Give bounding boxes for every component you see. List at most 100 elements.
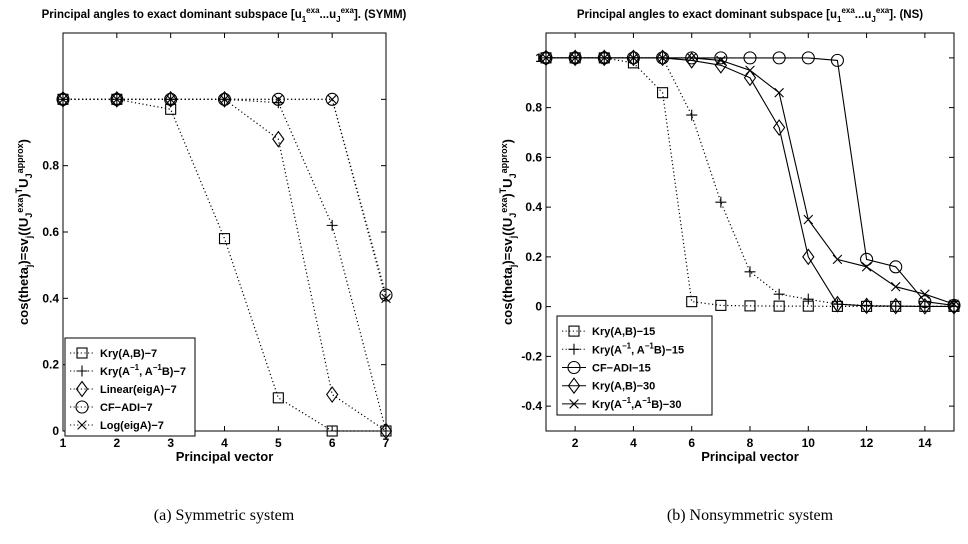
chart-panel-a: 1 2 3 4 5 6 7 0 0.2 0.4 0.6 0.8 Principal angles to … [14, 6, 407, 524]
data-point [920, 289, 930, 299]
y-axis-label: cos(thetaj)=svj((UJexa)TUJapprox) [14, 139, 34, 325]
data-point [889, 260, 903, 274]
data-point [772, 51, 786, 65]
data-point [830, 53, 844, 67]
data-point [744, 266, 756, 278]
series-line [546, 57, 954, 307]
data-point [218, 233, 231, 245]
data-point [110, 92, 124, 106]
x-tick-label: 6 [329, 436, 336, 450]
legend-marker [568, 343, 580, 355]
x-tick-label: 7 [383, 436, 390, 450]
x-tick-label: 4 [221, 436, 228, 450]
data-point [890, 281, 901, 292]
series-5 [541, 53, 959, 309]
data-point [715, 299, 727, 311]
data-point [918, 297, 932, 315]
data-point [745, 65, 755, 76]
data-point [379, 422, 393, 440]
data-point [379, 288, 393, 302]
y-tick-label: -0.2 [521, 349, 542, 363]
data-point [773, 300, 785, 312]
legend-marker [568, 325, 580, 337]
data-point [716, 55, 726, 66]
data-point [860, 297, 873, 315]
data-point [773, 288, 785, 300]
data-point [627, 49, 640, 67]
data-point [272, 392, 284, 404]
legend-item: Kry(A,B)−30 [562, 377, 655, 395]
data-point [743, 51, 757, 65]
x-axis-label: Principal vector [176, 449, 274, 464]
legend-item: Kry(A,B)−7 [70, 347, 157, 360]
x-tick-label: 10 [802, 436, 816, 450]
data-point [628, 53, 639, 63]
legend-marker [75, 380, 89, 398]
data-point [744, 300, 756, 312]
y-tick-label: 0.8 [525, 101, 542, 115]
legend-label: Kry(A−1, A−1B)−15 [592, 341, 684, 356]
data-point [380, 425, 392, 437]
legend: Kry(A,B)−15 Kry(A−1, A−1B)−15 CF−ADI−15 Kry… [556, 315, 713, 416]
legend-label: Linear(eigA)−7 [100, 384, 177, 396]
x-axis-label: Principal vector [701, 449, 799, 464]
legend-item: Kry(A−1, A−1B)−7 [70, 363, 186, 378]
data-point [219, 94, 230, 105]
data-point [110, 90, 124, 108]
data-point [326, 425, 338, 437]
x-tick-label: 12 [860, 436, 874, 450]
data-point [56, 90, 70, 108]
legend-label: Kry(A,B)−7 [100, 348, 157, 360]
data-point [164, 90, 177, 108]
x-tick-label: 4 [630, 436, 637, 450]
y-tick-label: 0.6 [525, 150, 542, 164]
series-5 [58, 94, 391, 304]
y-tick-label: 0.2 [525, 250, 542, 264]
legend-item: Kry(A−1, A−1B)−15 [562, 341, 684, 356]
data-point [539, 49, 553, 67]
data-point [803, 214, 814, 225]
data-point [273, 94, 284, 105]
data-point [218, 90, 231, 108]
legend-label: Log(eigA)−7 [100, 420, 164, 432]
data-point [889, 297, 902, 315]
data-point [802, 248, 815, 266]
x-tick-label: 8 [747, 436, 754, 450]
data-point [860, 252, 874, 266]
y-tick-label: 0.4 [525, 200, 542, 214]
data-point [686, 109, 698, 121]
y-tick-label: 1 [535, 51, 542, 65]
data-point [714, 56, 728, 74]
data-point [715, 196, 727, 208]
legend-label: Kry(A−1, A−1B)−7 [100, 363, 186, 378]
y-tick-label: 0.4 [42, 291, 59, 305]
data-point [714, 51, 728, 65]
data-point [801, 51, 815, 65]
y-tick-label: -0.4 [521, 399, 542, 413]
data-point [918, 295, 932, 309]
data-point [832, 254, 843, 265]
legend-marker [567, 377, 581, 395]
legend-label: Kry(A−1,A−1B)−30 [592, 396, 681, 411]
legend: Kry(A,B)−7 Kry(A−1, A−1B)−7 Linear(eigA)−7… [64, 337, 196, 437]
data-point [56, 92, 70, 106]
data-point [657, 87, 669, 99]
data-point [947, 297, 961, 315]
legend-marker [569, 399, 579, 409]
legend-item: Linear(eigA)−7 [70, 380, 177, 398]
data-point [656, 49, 669, 67]
data-point [774, 87, 784, 98]
y-tick-label: 0 [535, 300, 542, 314]
legend-marker [76, 347, 88, 359]
y-tick-label: 0.8 [42, 159, 59, 173]
figure-caption: (a) Symmetric system [154, 507, 295, 524]
legend-item: Log(eigA)−7 [70, 420, 164, 432]
data-point [599, 53, 610, 63]
legend-item: CF−ADI−7 [70, 400, 153, 414]
data-point [743, 69, 757, 87]
x-tick-label: 1 [60, 436, 67, 450]
legend-box [556, 315, 713, 416]
legend-label: Kry(A,B)−30 [592, 381, 655, 393]
chart-title: Principal angles to exact dominant subsp… [577, 6, 923, 24]
y-tick-label: 0 [52, 424, 59, 438]
